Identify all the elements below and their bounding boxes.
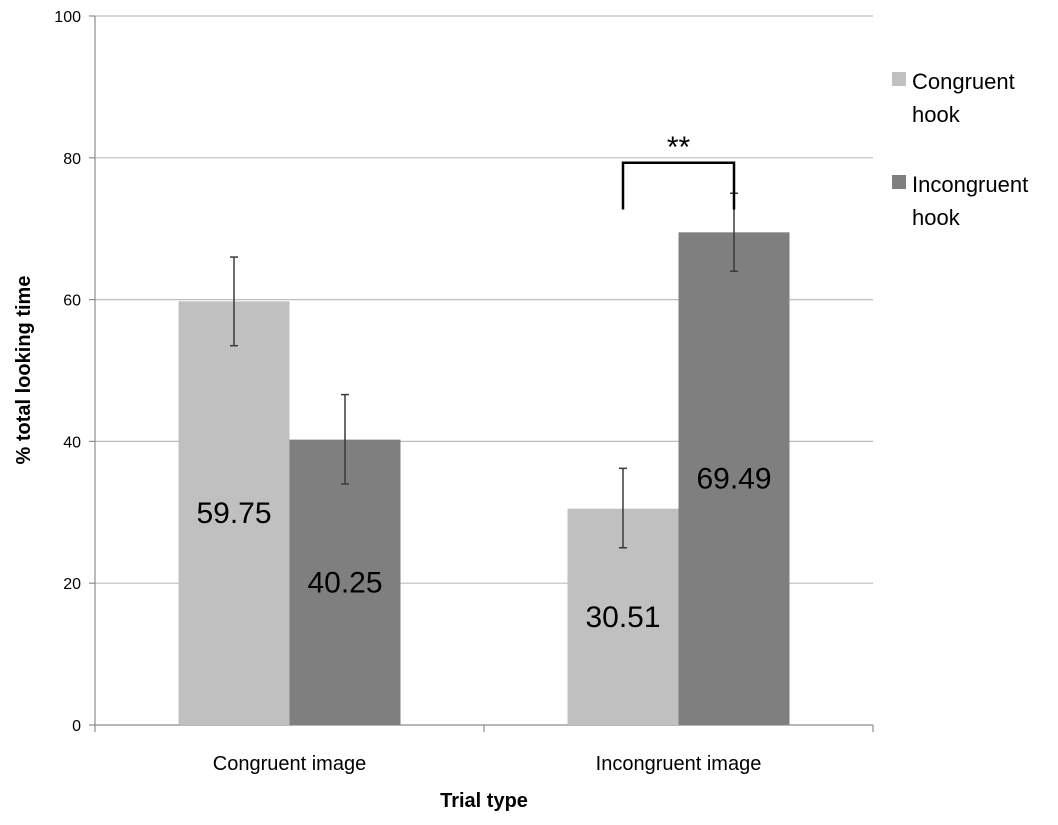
x-tick-label: Incongruent image <box>596 753 762 775</box>
bars <box>178 232 790 725</box>
significance-annotation: ** <box>621 131 736 210</box>
y-tick-label: 80 <box>63 151 81 168</box>
legend-swatch <box>892 175 906 189</box>
data-label: 59.75 <box>196 497 271 530</box>
legend-label: hook <box>912 205 961 230</box>
significance-label: ** <box>667 131 691 164</box>
data-label: 40.25 <box>307 566 382 599</box>
bar <box>289 439 401 725</box>
legend-label: Congruent <box>912 69 1015 94</box>
data-label: 69.49 <box>696 463 771 496</box>
legend-label: hook <box>912 102 961 127</box>
y-tick-label: 20 <box>63 576 81 593</box>
y-tick-label: 100 <box>54 9 81 26</box>
x-tick-label: Congruent image <box>213 753 366 775</box>
y-tick-label: 60 <box>63 293 81 310</box>
legend-swatch <box>892 72 906 86</box>
legend-label: Incongruent <box>912 172 1028 197</box>
legend: Congruent hook Incongruent hook <box>892 69 1028 230</box>
bar <box>178 301 290 725</box>
data-label: 30.51 <box>585 601 660 634</box>
y-axis-title: % total looking time <box>13 276 35 465</box>
data-labels: 59.75 30.51 40.25 69.49 <box>196 463 771 634</box>
y-tick-label: 40 <box>63 434 81 451</box>
significance-bracket <box>621 161 736 210</box>
bar <box>678 232 790 725</box>
y-tick-label: 0 <box>72 718 81 735</box>
x-axis-title: Trial type <box>440 790 528 812</box>
